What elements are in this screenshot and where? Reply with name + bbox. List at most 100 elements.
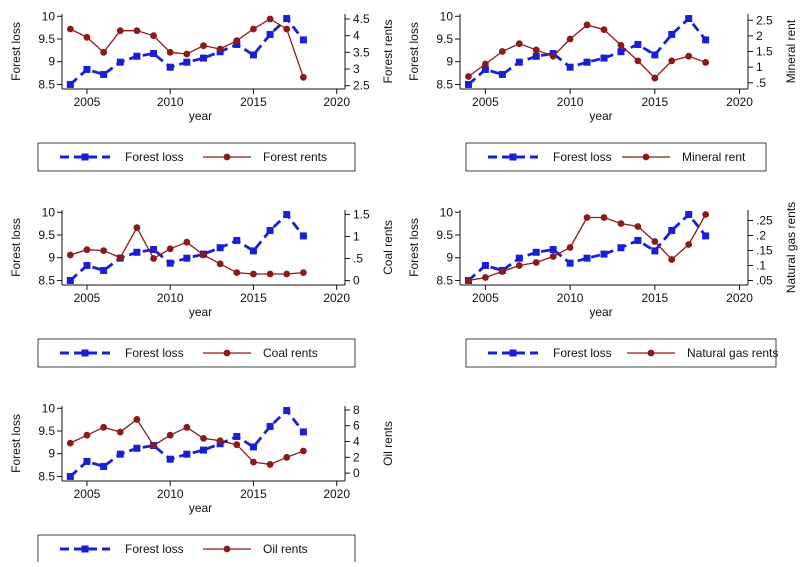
point-natural-gas-rents bbox=[634, 223, 642, 230]
point-forest-loss bbox=[651, 51, 659, 59]
point-mineral-rent bbox=[465, 73, 472, 80]
y-left-axis-label: Forest loss bbox=[9, 22, 23, 81]
y-right-tick-label: 2.5 bbox=[353, 79, 370, 93]
y-right-tick-label: .1 bbox=[756, 259, 766, 273]
x-tick-label: 2020 bbox=[323, 291, 350, 305]
point-oil-rents bbox=[133, 416, 141, 423]
point-forest-loss bbox=[283, 211, 291, 219]
point-forest-loss bbox=[299, 232, 307, 240]
point-coal-rents bbox=[100, 247, 108, 254]
point-mineral-rent bbox=[549, 52, 557, 60]
point-natural-gas-rents bbox=[482, 274, 489, 281]
point-forest-rents bbox=[100, 48, 108, 56]
series-line-forest-loss bbox=[467, 212, 707, 282]
y-right-tick-label: 4 bbox=[353, 29, 360, 43]
legend-marker-forest-loss bbox=[81, 153, 89, 161]
point-forest-rents bbox=[283, 25, 291, 33]
point-forest-loss bbox=[266, 30, 274, 38]
point-forest-loss bbox=[249, 51, 257, 59]
point-forest-rents bbox=[250, 25, 257, 33]
point-forest-rents bbox=[299, 73, 307, 81]
y-right-axis-label: Oil rents bbox=[381, 421, 395, 466]
point-forest-loss bbox=[299, 428, 307, 436]
y-right-tick-label: 1 bbox=[353, 229, 360, 243]
legend-label: Forest rents bbox=[263, 150, 327, 164]
y-right-axis-label: Forest rents bbox=[381, 19, 395, 83]
y-left-tick-label: 8.5 bbox=[436, 273, 453, 287]
x-tick-label: 2005 bbox=[74, 291, 101, 305]
y-right-tick-label: .25 bbox=[756, 214, 773, 228]
point-forest-loss bbox=[481, 65, 489, 73]
point-oil-rents bbox=[266, 461, 274, 468]
point-natural-gas-rents bbox=[549, 253, 557, 260]
point-forest-loss bbox=[66, 276, 74, 284]
y-right-tick-label: 1 bbox=[756, 60, 763, 74]
point-forest-loss bbox=[532, 248, 540, 256]
point-coal-rents bbox=[116, 254, 124, 262]
y-left-tick-label: 9.5 bbox=[436, 228, 453, 242]
x-tick-label: 2005 bbox=[472, 95, 499, 109]
point-coal-rents bbox=[266, 270, 274, 278]
legend: Forest loss Natural gas rents bbox=[465, 338, 778, 368]
point-forest-loss bbox=[583, 254, 591, 262]
point-mineral-rent bbox=[600, 26, 608, 34]
point-forest-rents bbox=[150, 32, 157, 40]
point-forest-loss bbox=[668, 226, 676, 234]
legend-label: Forest loss bbox=[553, 150, 612, 164]
point-forest-loss bbox=[651, 247, 659, 255]
x-tick-label: 2020 bbox=[726, 291, 753, 305]
point-forest-loss bbox=[634, 236, 642, 244]
point-mineral-rent bbox=[617, 41, 625, 49]
y-right-tick-label: 8 bbox=[353, 403, 360, 417]
y-left-tick-label: 9 bbox=[446, 251, 453, 265]
legend-label: Mineral rent bbox=[682, 150, 746, 164]
point-forest-loss bbox=[133, 444, 141, 452]
point-forest-loss bbox=[133, 52, 141, 60]
point-natural-gas-rents bbox=[668, 256, 676, 263]
point-forest-rents bbox=[83, 33, 91, 41]
point-forest-loss bbox=[283, 407, 291, 415]
point-forest-rents bbox=[183, 50, 191, 58]
point-forest-loss bbox=[481, 261, 489, 269]
y-right-tick-label: 0 bbox=[353, 466, 360, 480]
point-coal-rents bbox=[250, 270, 257, 278]
y-right-axis-label: Natural gas rents bbox=[784, 202, 798, 293]
x-tick-label: 2010 bbox=[157, 487, 184, 501]
point-forest-loss bbox=[685, 211, 693, 219]
legend-marker-rent bbox=[647, 349, 655, 357]
y-right-axis-label: Mineral rent bbox=[784, 19, 798, 83]
legend-marker-rent bbox=[642, 153, 650, 161]
point-forest-loss bbox=[266, 226, 274, 234]
legend-label: Natural gas rents bbox=[687, 346, 778, 360]
y-right-tick-label: .5 bbox=[353, 252, 363, 266]
x-tick-label: 2005 bbox=[74, 487, 101, 501]
legend-marker-rent bbox=[223, 349, 231, 357]
y-left-tick-label: 9.5 bbox=[38, 228, 55, 242]
point-natural-gas-rents bbox=[617, 220, 625, 227]
legend-label: Coal rents bbox=[263, 346, 318, 360]
point-coal-rents bbox=[83, 246, 91, 254]
point-oil-rents bbox=[100, 423, 108, 431]
point-forest-loss bbox=[464, 80, 472, 88]
x-tick-label: 2010 bbox=[557, 95, 584, 109]
x-tick-label: 2010 bbox=[157, 95, 184, 109]
point-natural-gas-rents bbox=[515, 262, 523, 269]
point-coal-rents bbox=[166, 245, 174, 253]
legend: Forest loss Oil rents bbox=[37, 534, 356, 564]
point-forest-loss bbox=[100, 462, 108, 470]
legend-label: Forest loss bbox=[125, 542, 184, 556]
y-left-axis-label: Forest loss bbox=[407, 218, 421, 277]
point-forest-loss bbox=[116, 450, 124, 458]
point-forest-loss bbox=[299, 36, 307, 44]
point-mineral-rent bbox=[482, 60, 489, 68]
point-forest-rents bbox=[200, 42, 207, 50]
legend-marker-rent bbox=[223, 545, 231, 553]
legend: Forest loss Coal rents bbox=[37, 338, 356, 368]
y-left-axis-label: Forest loss bbox=[407, 22, 421, 81]
point-coal-rents bbox=[200, 251, 207, 259]
x-axis-label: year bbox=[589, 109, 612, 123]
series-line-forest-rents bbox=[70, 18, 304, 78]
point-forest-loss bbox=[166, 259, 174, 267]
y-left-tick-label: 9 bbox=[446, 55, 453, 69]
